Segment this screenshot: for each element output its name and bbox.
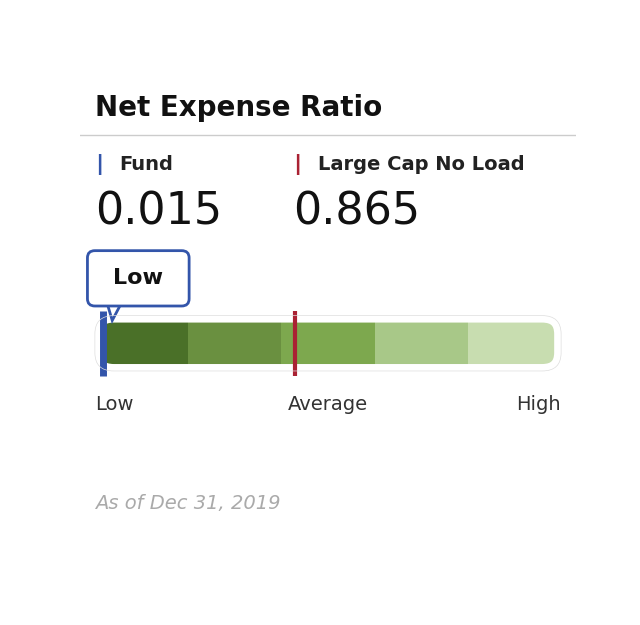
Text: 0.015: 0.015 <box>95 191 222 234</box>
Bar <box>468 316 561 371</box>
Text: Large Cap No Load: Large Cap No Load <box>318 154 525 174</box>
Text: |: | <box>95 154 103 174</box>
Bar <box>107 296 123 301</box>
Text: Fund: Fund <box>120 154 173 174</box>
Polygon shape <box>106 299 124 321</box>
Text: Average: Average <box>288 395 368 414</box>
Text: High: High <box>516 395 561 414</box>
Bar <box>282 316 374 371</box>
Text: As of Dec 31, 2019: As of Dec 31, 2019 <box>95 494 280 513</box>
Text: 0.865: 0.865 <box>293 191 420 234</box>
Bar <box>374 316 468 371</box>
Text: |: | <box>293 154 301 174</box>
Bar <box>188 316 282 371</box>
Text: Net Expense Ratio: Net Expense Ratio <box>95 94 382 122</box>
Text: Low: Low <box>113 268 163 288</box>
Bar <box>95 316 188 371</box>
Text: Low: Low <box>95 395 133 414</box>
FancyBboxPatch shape <box>88 251 189 306</box>
